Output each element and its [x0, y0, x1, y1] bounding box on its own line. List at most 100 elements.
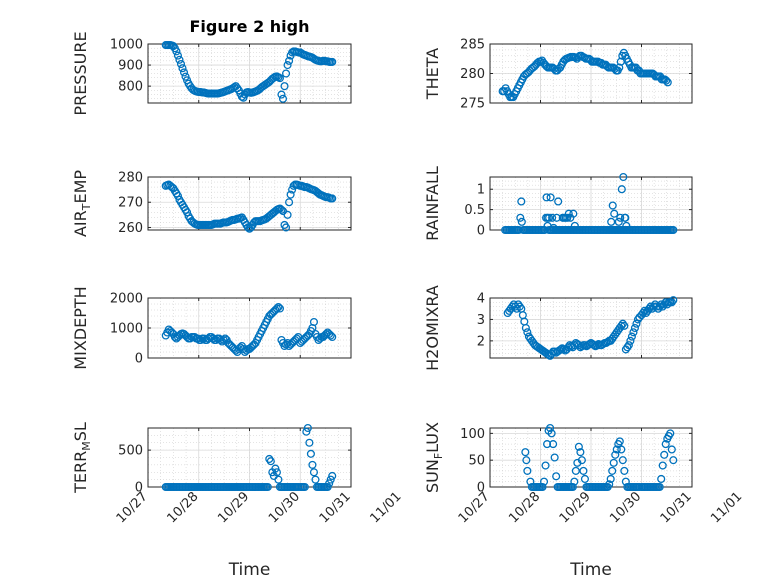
y-tick-label: 800: [118, 80, 143, 95]
data-point: [179, 68, 189, 77]
x-tick-label: 10/31: [317, 489, 354, 526]
y-tick-label: 275: [460, 97, 485, 112]
data-point: [176, 59, 186, 69]
data-point: [657, 474, 666, 484]
data-point: [629, 328, 638, 337]
data-point: [539, 477, 549, 486]
data-point: [281, 223, 291, 232]
data-point: [286, 190, 295, 199]
data-point: [546, 193, 555, 202]
data-point: [618, 456, 627, 465]
data-point: [283, 210, 292, 219]
data-point: [283, 61, 292, 70]
data-point: [277, 205, 286, 214]
subplot-7: 0 500 10/27 10/28 10/29 10/30 10/31 11/01 TERRMS…: [71, 422, 405, 580]
data-point: [277, 90, 286, 99]
y-tick-label: 500: [118, 444, 143, 459]
x-tick-label: 11/01: [708, 489, 745, 526]
subplot-2: 275 280 285 THETA: [423, 38, 693, 112]
data-point: [274, 302, 283, 312]
data-point: [275, 304, 285, 313]
data-point: [272, 304, 281, 313]
data-point: [517, 197, 526, 206]
y-axis-label: H2OMIXRA: [423, 285, 442, 371]
data-point: [521, 448, 530, 457]
data-point: [173, 51, 182, 60]
data-point: [662, 76, 671, 85]
data-point: [308, 460, 317, 469]
data-point: [663, 78, 672, 87]
data-point: [614, 217, 623, 226]
data-point: [514, 225, 523, 235]
data-point: [624, 341, 633, 350]
data-point: [552, 472, 561, 481]
y-tick-label: 285: [460, 38, 485, 53]
x-tick-label: 10/27: [114, 489, 151, 526]
data-point: [516, 213, 525, 222]
data-point: [626, 336, 635, 345]
data-point: [281, 69, 291, 78]
y-tick-label: 0: [135, 352, 143, 367]
data-series: [503, 296, 678, 360]
subplot-3: 260 270 280 AIRTEMP: [71, 170, 352, 237]
y-axis-label: AIRTEMP: [71, 170, 93, 237]
data-point: [175, 55, 184, 64]
y-tick-label: 260: [118, 221, 143, 236]
data-point: [183, 208, 192, 217]
y-tick-label: 100: [460, 427, 485, 442]
data-point: [305, 438, 314, 447]
y-tick-label: 2: [477, 334, 485, 349]
data-point: [275, 74, 285, 83]
data-point: [328, 471, 337, 480]
data-point: [552, 213, 561, 222]
data-point: [173, 191, 182, 200]
y-axis-label: THETA: [423, 48, 442, 100]
data-point: [655, 302, 664, 311]
data-point: [612, 445, 621, 454]
data-point: [549, 440, 558, 449]
data-point: [302, 427, 311, 436]
y-tick-label: 280: [460, 67, 485, 82]
data-point: [617, 185, 626, 194]
data-point: [521, 323, 530, 333]
y-tick-label: 2000: [110, 292, 143, 307]
data-point: [638, 308, 648, 318]
subplot-6: 2 3 4 H2OMIXRA: [423, 285, 693, 371]
data-point: [271, 464, 280, 473]
data-point: [649, 302, 658, 311]
subplot-1: 800 900 1000 PRESSURE Figure 2 high: [71, 17, 352, 116]
data-point: [622, 221, 631, 230]
data-series: [498, 48, 672, 102]
data-point: [589, 341, 599, 350]
y-tick-label: 1000: [110, 322, 143, 337]
data-point: [556, 345, 565, 354]
data-point: [618, 319, 627, 328]
data-point: [607, 217, 616, 226]
data-point: [645, 304, 654, 313]
data-point: [311, 475, 320, 484]
data-point: [610, 209, 619, 218]
data-point: [570, 477, 579, 486]
data-point: [285, 56, 294, 65]
data-point: [328, 194, 337, 203]
data-point: [326, 475, 335, 484]
y-tick-label: 0.5: [464, 203, 485, 218]
data-point: [325, 479, 334, 488]
data-point: [619, 172, 628, 182]
data-point: [178, 64, 187, 73]
y-tick-label: 1: [477, 183, 485, 198]
data-point: [266, 457, 275, 466]
data-point: [605, 480, 614, 489]
x-tick-label: 10/27: [456, 489, 493, 526]
data-point: [554, 197, 563, 206]
x-tick-label: 10/31: [658, 489, 695, 526]
data-point: [632, 319, 641, 328]
data-point: [547, 429, 556, 438]
data-point: [666, 429, 675, 438]
y-axis-label: SUNFLUX: [423, 422, 445, 493]
data-point: [523, 328, 532, 337]
x-tick-label: 10/30: [266, 489, 303, 526]
y-tick-label: 1000: [110, 38, 143, 53]
data-point: [657, 300, 666, 309]
data-point: [621, 213, 630, 222]
